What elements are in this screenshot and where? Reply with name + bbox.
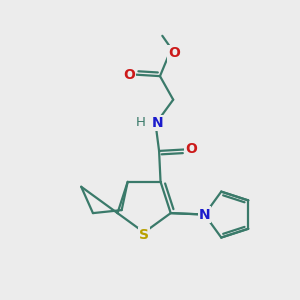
Text: O: O xyxy=(168,46,180,61)
Text: O: O xyxy=(123,68,135,82)
Text: S: S xyxy=(139,228,149,242)
Text: N: N xyxy=(199,208,210,222)
Text: H: H xyxy=(135,116,145,129)
Text: O: O xyxy=(185,142,197,157)
Text: N: N xyxy=(152,116,164,130)
